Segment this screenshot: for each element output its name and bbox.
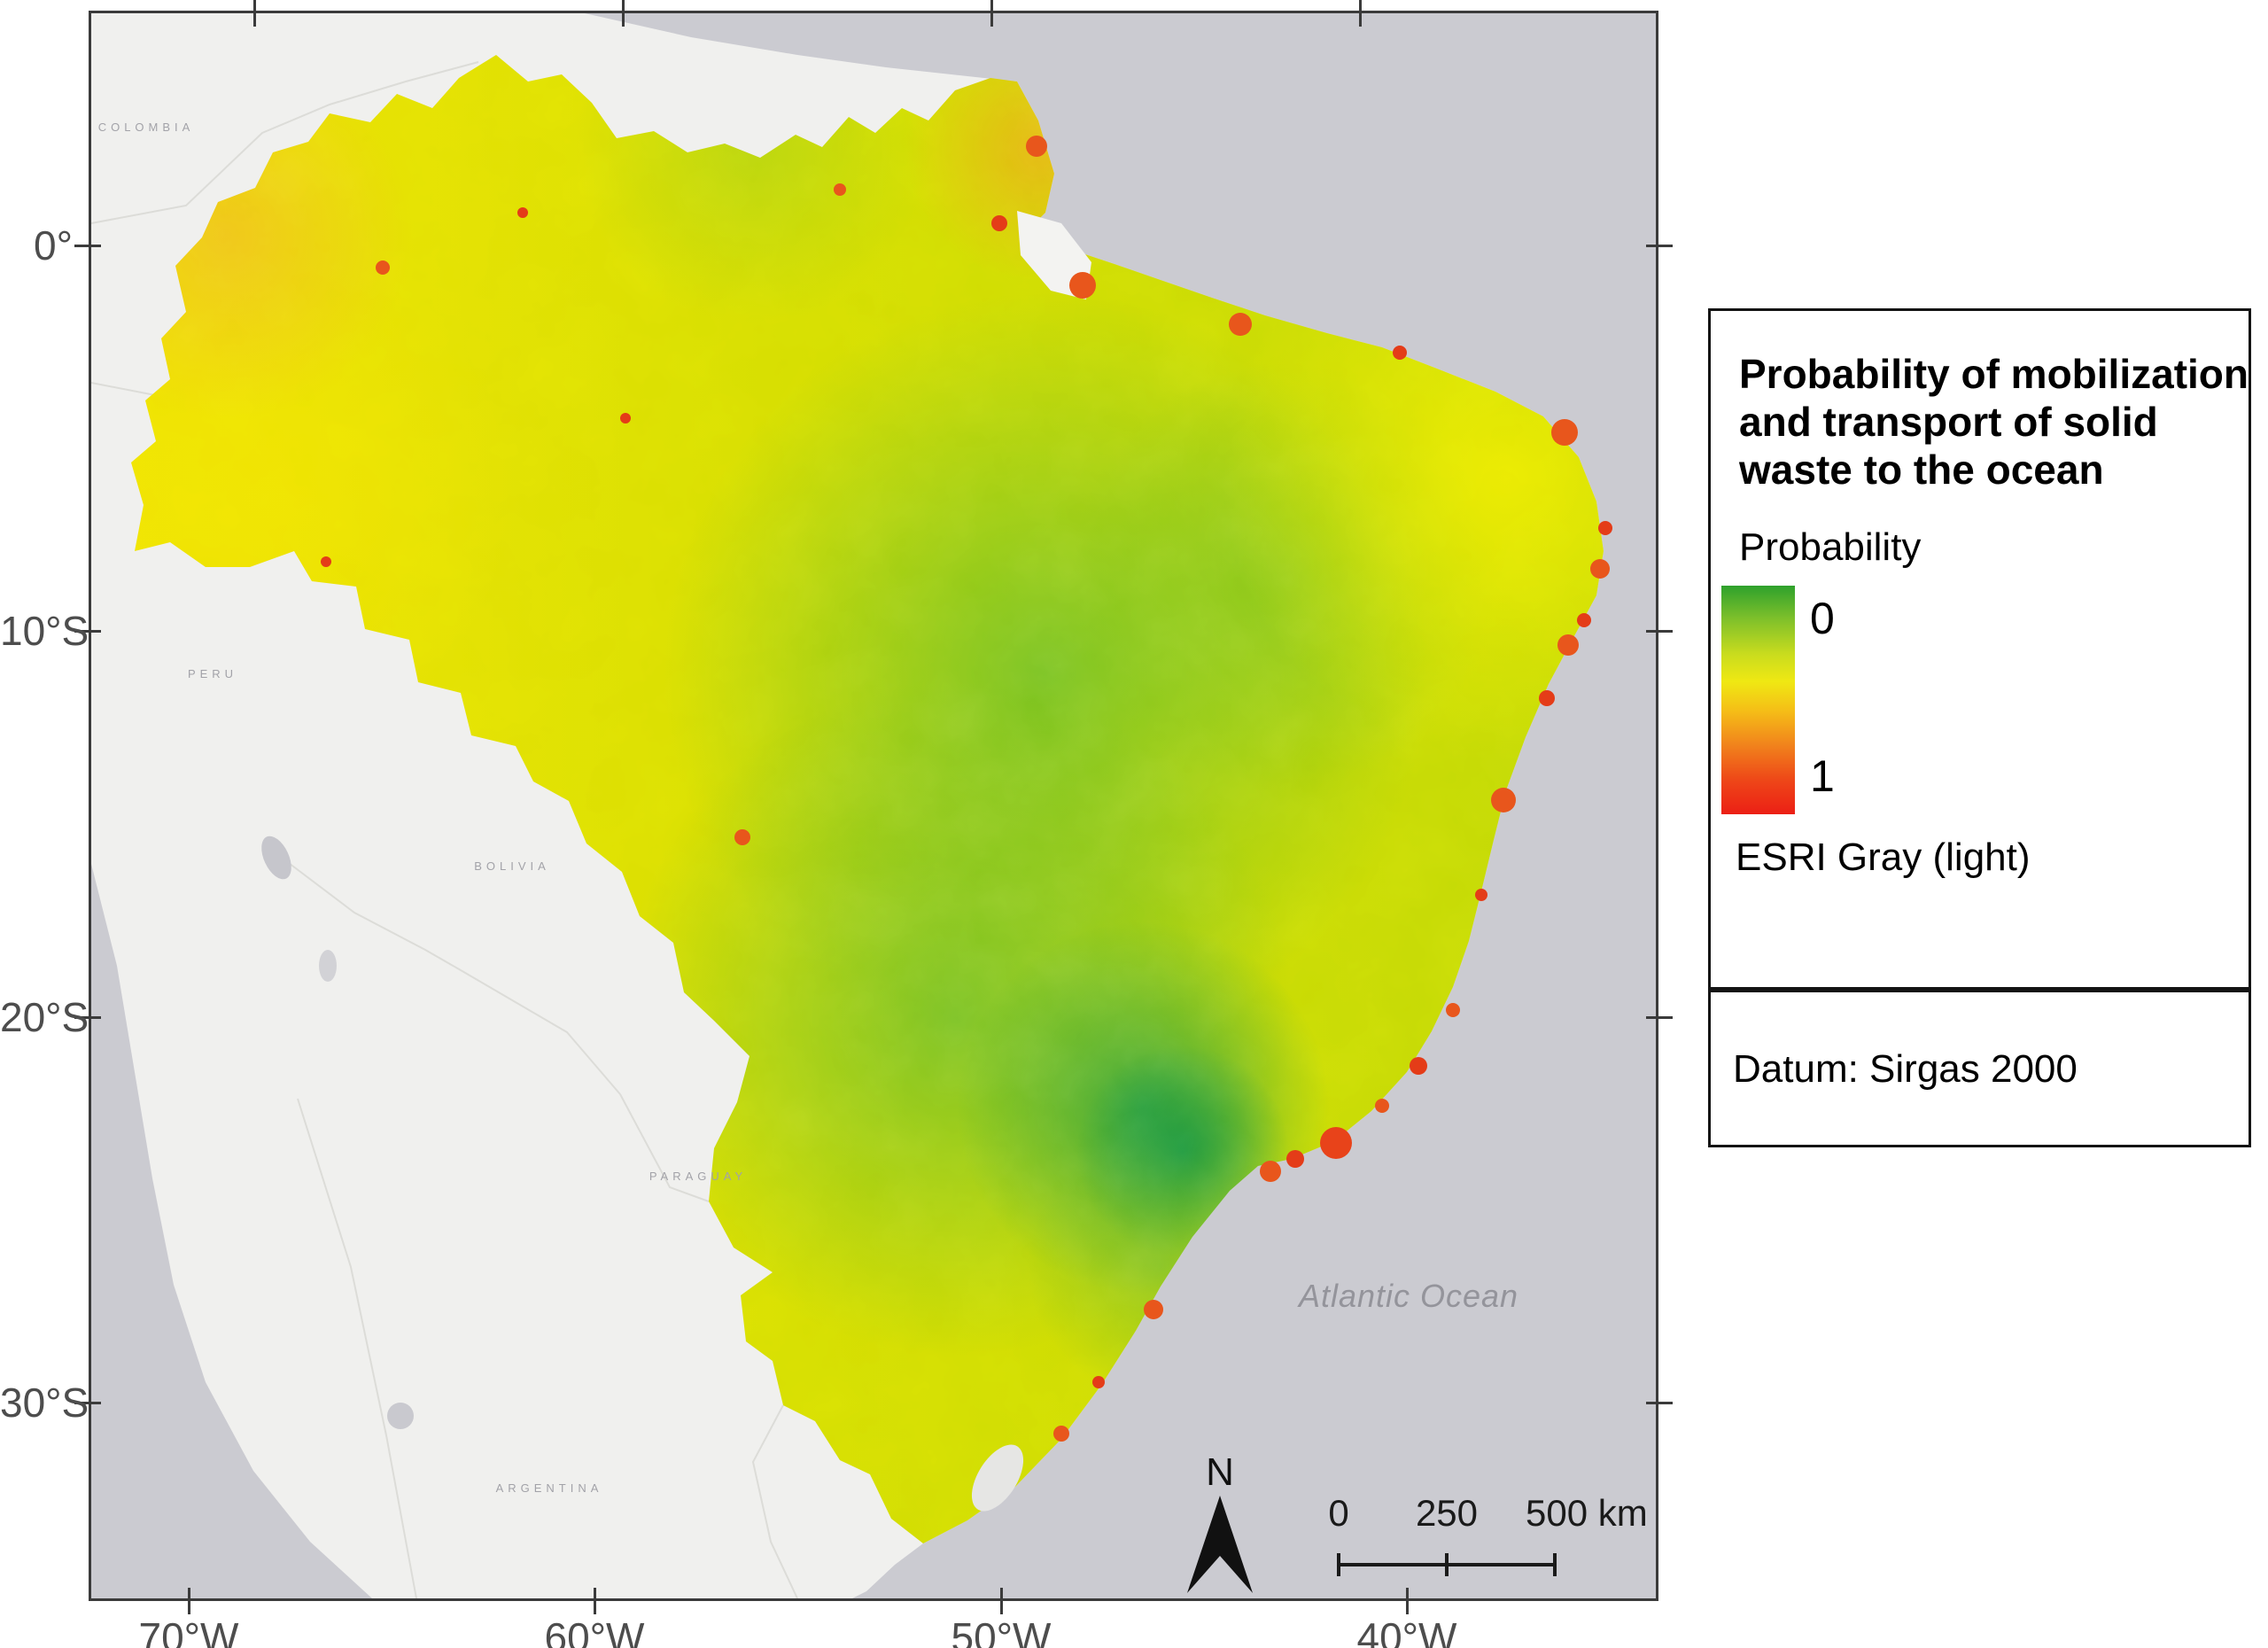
lon-tick-60w-top <box>622 0 625 27</box>
map-frame: COLOMBIA PERU BOLIVIA PARAGUAY ARGENTINA… <box>89 11 1658 1601</box>
legend-title-line-3: waste to the ocean <box>1739 447 2104 493</box>
label-peru: PERU <box>188 667 237 680</box>
lat-tick-30s <box>74 1402 101 1404</box>
lon-tick-60w <box>594 1588 596 1614</box>
scale-bar-labels: 0 250 500 km <box>1328 1492 1647 1534</box>
lat-label-20s: 20°S <box>0 994 89 1040</box>
lat-label-0: 0° <box>34 222 73 268</box>
lat-label-10s: 10°S <box>0 608 89 654</box>
color-ramp <box>1721 586 1795 814</box>
lat-label-30s: 30°S <box>0 1380 89 1426</box>
north-arrow: N <box>1187 1450 1253 1593</box>
ramp-min-value: 0 <box>1810 594 1835 643</box>
north-arrow-label: N <box>1206 1450 1234 1494</box>
lat-tick-20s <box>74 1016 101 1019</box>
datum-panel: Datum: Sirgas 2000 <box>1708 990 2251 1147</box>
legend-panel: Probability of mobilization and transpor… <box>1708 308 2251 990</box>
atlantic-ocean-label: Atlantic Ocean <box>1297 1278 1518 1314</box>
lat-tick-10s <box>74 630 101 633</box>
lakes <box>261 836 414 1429</box>
scale-label-0: 0 <box>1328 1492 1348 1534</box>
legend-title-line-1: Probability of mobilization <box>1739 351 2249 397</box>
legend-title-line-2: and transport of solid <box>1739 399 2158 445</box>
scale-bar <box>1337 1553 1557 1576</box>
label-paraguay: PARAGUAY <box>649 1170 747 1183</box>
lon-label-70w: 70°W <box>138 1614 239 1648</box>
scale-label-250: 250 <box>1416 1492 1478 1534</box>
legend-title: Probability of mobilization and transpor… <box>1739 350 2249 494</box>
lon-label-60w: 60°W <box>544 1614 645 1648</box>
high-probability-spots <box>321 136 1612 1442</box>
datum-text: Datum: Sirgas 2000 <box>1733 1047 2078 1091</box>
lon-tick-40w-top <box>1359 0 1362 27</box>
lon-label-50w: 50°W <box>951 1614 1052 1648</box>
legend-basemap-label: ESRI Gray (light) <box>1736 836 2031 879</box>
scale-label-500km: 500 km <box>1526 1492 1648 1534</box>
legend-ramp-label: Probability <box>1739 525 1922 569</box>
lat-tick-20s-right <box>1646 1016 1673 1019</box>
lon-tick-70w-top <box>253 0 256 27</box>
pacific-ocean-area <box>91 864 372 1598</box>
lat-tick-0-right <box>1646 245 1673 247</box>
ramp-max-value: 1 <box>1810 751 1835 801</box>
lon-tick-50w <box>1000 1588 1003 1614</box>
map-canvas: COLOMBIA PERU BOLIVIA PARAGUAY ARGENTINA… <box>91 13 1656 1598</box>
lat-tick-10s-right <box>1646 630 1673 633</box>
lon-label-40w: 40°W <box>1356 1614 1457 1648</box>
lon-tick-50w-top <box>990 0 993 27</box>
label-bolivia: BOLIVIA <box>474 859 550 873</box>
lat-tick-0 <box>74 245 101 247</box>
atlantic-ocean-area <box>585 13 1656 1598</box>
basemap-country-labels: COLOMBIA PERU BOLIVIA PARAGUAY ARGENTINA <box>98 120 747 1495</box>
lat-tick-30s-right <box>1646 1402 1673 1404</box>
lon-tick-70w <box>188 1588 190 1614</box>
label-argentina: ARGENTINA <box>496 1481 603 1495</box>
label-colombia: COLOMBIA <box>98 120 195 134</box>
lagoa-dos-patos <box>971 1444 1024 1512</box>
north-arrow-icon <box>1187 1496 1253 1593</box>
lon-tick-40w <box>1406 1588 1409 1614</box>
